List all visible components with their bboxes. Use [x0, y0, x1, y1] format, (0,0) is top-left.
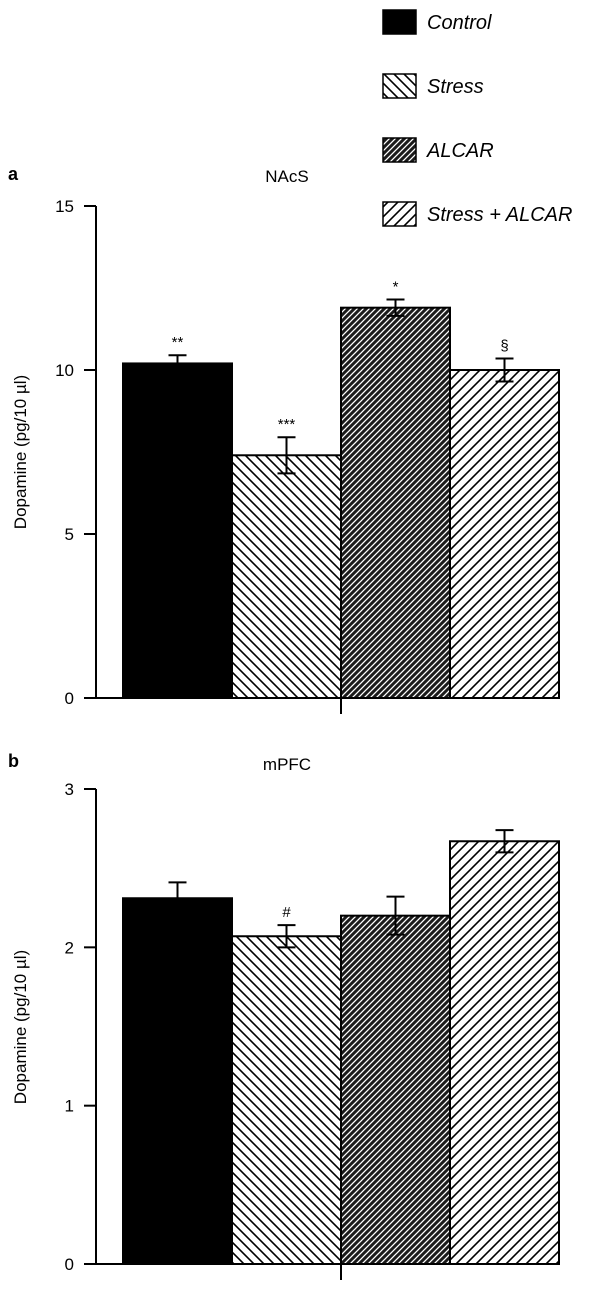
legend-label-stress-alcar: Stress + ALCAR	[427, 204, 572, 226]
significance-alcar: *	[393, 278, 399, 295]
significance-control: **	[172, 334, 184, 351]
bar-stress-alcar	[449, 840, 560, 1265]
y-tick-label: 3	[65, 780, 74, 799]
panel-letter-b: b	[8, 751, 19, 771]
y-tick-label: 5	[65, 525, 74, 544]
legend-label-alcar: ALCAR	[426, 140, 494, 162]
panel-title-mpfc: mPFC	[263, 755, 311, 774]
y-tick-label: 10	[55, 361, 74, 380]
legend-swatch-stress	[382, 73, 417, 99]
bar-stress	[231, 935, 342, 1265]
y-tick-label: 1	[65, 1097, 74, 1116]
panel-title-nacs: NAcS	[265, 167, 308, 186]
panel-b: b mPFC Dopamine (pg/10 µl) #0 1 2 3	[8, 751, 560, 1280]
y-tick-label: 0	[65, 689, 74, 708]
significance-stress: ***	[278, 416, 296, 433]
y-tick-label: 2	[65, 938, 74, 957]
y-axis-label-a: Dopamine (pg/10 µl)	[11, 375, 30, 529]
bar-stress-alcar	[449, 369, 560, 699]
bar-control	[122, 362, 233, 699]
y-tick-label: 15	[55, 197, 74, 216]
significance-stress: #	[282, 904, 291, 921]
legend-swatch-stress-alcar	[382, 201, 417, 227]
y-axis-label-b: Dopamine (pg/10 µl)	[11, 950, 30, 1104]
legend-swatch-alcar	[382, 137, 417, 163]
bar-control	[122, 897, 233, 1265]
legend: Control Stress ALCAR Stress + ALCAR	[382, 9, 572, 227]
bar-alcar	[340, 914, 451, 1266]
legend-label-control: Control	[427, 12, 492, 34]
bar-stress	[231, 454, 342, 699]
y-tick-label: 0	[65, 1255, 74, 1274]
bar-alcar	[340, 306, 451, 699]
panel-letter-a: a	[8, 164, 19, 184]
significance-stress-alcar: §	[500, 338, 508, 355]
legend-label-stress: Stress	[427, 76, 484, 98]
legend-swatch-control	[382, 9, 417, 35]
